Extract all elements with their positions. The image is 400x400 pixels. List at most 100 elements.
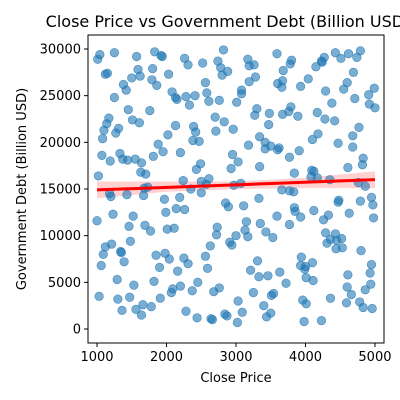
x-tick-label: 2000 bbox=[150, 350, 183, 365]
data-point bbox=[307, 165, 317, 175]
data-point bbox=[243, 140, 254, 150]
data-point bbox=[277, 76, 288, 86]
data-point bbox=[183, 259, 193, 269]
data-point bbox=[254, 193, 264, 203]
data-point bbox=[348, 67, 359, 77]
data-point bbox=[312, 107, 322, 118]
data-point bbox=[348, 142, 358, 152]
data-point bbox=[168, 284, 178, 294]
data-point bbox=[205, 241, 215, 251]
data-point bbox=[161, 207, 171, 217]
data-point bbox=[360, 285, 370, 295]
data-point bbox=[222, 311, 232, 321]
data-point bbox=[123, 105, 133, 115]
data-point bbox=[123, 155, 133, 165]
data-point bbox=[136, 167, 146, 177]
data-point bbox=[261, 227, 271, 237]
data-point bbox=[250, 110, 260, 120]
data-point bbox=[344, 208, 354, 218]
data-point bbox=[124, 221, 134, 231]
data-point bbox=[366, 279, 376, 289]
data-point bbox=[132, 51, 142, 62]
data-point bbox=[125, 292, 135, 302]
data-point bbox=[284, 106, 294, 117]
data-point bbox=[217, 70, 227, 80]
data-point bbox=[343, 49, 354, 59]
data-point bbox=[231, 231, 241, 241]
data-point bbox=[175, 148, 186, 158]
y-tick-label: 20000 bbox=[40, 136, 81, 151]
data-point bbox=[309, 205, 319, 216]
data-point bbox=[228, 124, 238, 134]
data-point bbox=[366, 192, 377, 202]
data-point bbox=[145, 226, 156, 236]
data-point bbox=[108, 209, 118, 219]
data-point bbox=[125, 236, 135, 246]
data-point bbox=[211, 126, 221, 136]
data-point bbox=[248, 288, 258, 298]
data-point bbox=[330, 48, 340, 58]
data-point bbox=[218, 45, 229, 55]
data-point bbox=[254, 272, 264, 282]
data-point bbox=[94, 291, 104, 301]
data-point bbox=[264, 119, 274, 130]
data-point bbox=[233, 157, 243, 167]
data-point bbox=[311, 62, 321, 72]
data-point bbox=[318, 215, 329, 225]
data-point bbox=[214, 95, 224, 105]
data-point bbox=[128, 211, 138, 221]
data-point bbox=[93, 171, 104, 181]
data-point bbox=[152, 80, 162, 90]
data-point bbox=[136, 310, 147, 320]
data-point bbox=[116, 247, 126, 258]
data-point bbox=[243, 232, 253, 242]
data-point bbox=[341, 298, 352, 308]
data-point bbox=[320, 114, 330, 124]
y-tick-label: 0 bbox=[73, 323, 81, 338]
data-point bbox=[241, 217, 252, 227]
data-point bbox=[189, 121, 199, 132]
data-point bbox=[237, 307, 247, 317]
data-point bbox=[259, 301, 269, 311]
data-point bbox=[148, 63, 158, 74]
data-point bbox=[365, 268, 375, 278]
data-point bbox=[198, 58, 208, 68]
data-point bbox=[284, 152, 295, 162]
x-tick-label: 5000 bbox=[358, 350, 391, 365]
data-point bbox=[227, 149, 238, 160]
data-point bbox=[303, 74, 313, 84]
data-point bbox=[355, 46, 365, 56]
data-point bbox=[119, 257, 129, 267]
data-point bbox=[171, 204, 181, 214]
data-point bbox=[296, 260, 306, 271]
data-point bbox=[289, 203, 299, 213]
data-point bbox=[158, 147, 168, 157]
data-point bbox=[100, 242, 110, 252]
data-point bbox=[355, 297, 365, 307]
data-point bbox=[364, 90, 374, 100]
data-point bbox=[354, 122, 364, 132]
y-tick-label: 15000 bbox=[40, 183, 81, 198]
data-point bbox=[255, 132, 265, 142]
data-point bbox=[190, 91, 200, 101]
data-point bbox=[226, 163, 236, 174]
data-point bbox=[236, 85, 247, 95]
data-point bbox=[92, 216, 102, 226]
data-point bbox=[296, 212, 306, 222]
data-point bbox=[155, 293, 165, 303]
data-point bbox=[330, 229, 340, 239]
data-point bbox=[286, 55, 297, 65]
data-point bbox=[148, 151, 158, 161]
data-point bbox=[232, 97, 242, 107]
data-point bbox=[342, 282, 352, 292]
data-point bbox=[261, 312, 272, 322]
data-point bbox=[239, 201, 249, 211]
data-point bbox=[321, 228, 331, 238]
data-point bbox=[333, 138, 343, 148]
data-point bbox=[356, 246, 366, 256]
data-point bbox=[129, 280, 139, 290]
data-point bbox=[368, 200, 378, 210]
data-point bbox=[355, 196, 365, 206]
data-point bbox=[366, 260, 377, 270]
